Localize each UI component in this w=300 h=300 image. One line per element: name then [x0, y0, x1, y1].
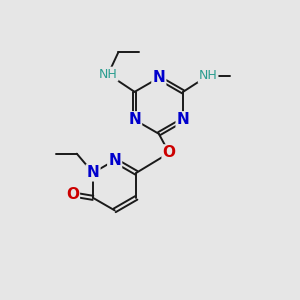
- Text: N: N: [128, 112, 141, 127]
- Text: NH: NH: [199, 69, 218, 82]
- Text: N: N: [108, 153, 121, 168]
- Text: O: O: [163, 146, 176, 160]
- Text: N: N: [177, 112, 189, 127]
- Text: NH: NH: [99, 68, 118, 81]
- Text: O: O: [66, 188, 79, 202]
- Text: N: N: [152, 70, 165, 86]
- Text: N: N: [87, 165, 99, 180]
